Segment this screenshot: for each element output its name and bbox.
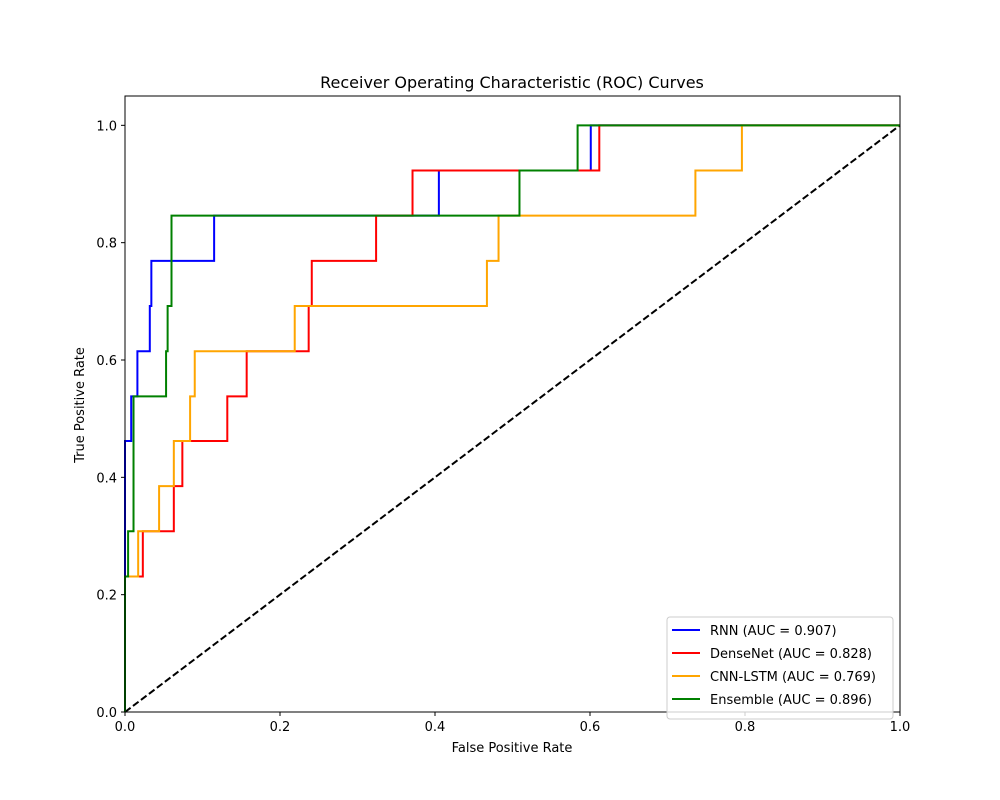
series-line-2	[124, 124, 900, 712]
y-tick-label: 0.2	[96, 589, 117, 604]
x-tick-label: 0.4	[425, 720, 446, 735]
x-tick-label: 0.8	[735, 720, 756, 735]
x-tick-label: 0.0	[115, 720, 136, 735]
legend-label-2: CNN-LSTM (AUC = 0.769)	[710, 670, 876, 685]
y-axis-label: True Positive Rate	[73, 347, 88, 464]
y-tick-label: 1.0	[96, 119, 117, 134]
legend-label-1: DenseNet (AUC = 0.828)	[710, 647, 872, 662]
plot-frame	[124, 95, 901, 713]
series-line-3	[124, 124, 900, 712]
legend: RNN (AUC = 0.907) DenseNet (AUC = 0.828) C…	[666, 616, 894, 720]
y-tick-label: 0.0	[96, 706, 117, 721]
chart-title: Receiver Operating Characteristic (ROC) …	[320, 73, 704, 92]
series-layer	[124, 124, 901, 713]
legend-label-3: Ensemble (AUC = 0.896)	[710, 693, 872, 708]
axes-layer: 0.0 0.2 0.4 0.6 0.8 1.0 0.0 0.2 0.4 0.6 0.8 1.0	[96, 95, 911, 735]
x-tick-label: 0.2	[270, 720, 291, 735]
y-tick-label: 0.6	[96, 354, 117, 369]
legend-box	[666, 616, 894, 720]
legend-label-0: RNN (AUC = 0.907)	[710, 624, 837, 639]
y-tick-label: 0.4	[96, 471, 117, 486]
reference-diagonal-line	[124, 124, 901, 713]
x-tick-label: 1.0	[890, 720, 911, 735]
y-tick-label: 0.8	[96, 237, 117, 252]
x-tick-label: 0.6	[580, 720, 601, 735]
x-axis-label: False Positive Rate	[452, 741, 573, 756]
